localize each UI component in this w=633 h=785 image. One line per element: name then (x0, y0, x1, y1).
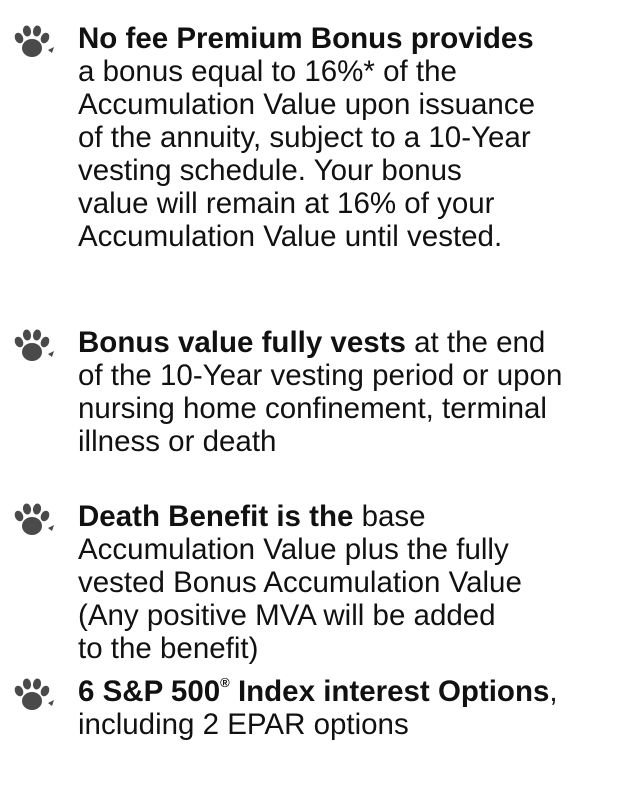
paw-icon (14, 329, 54, 361)
paw-icon (14, 503, 54, 535)
feature-text: Bonus value fully vests at the end of the… (78, 326, 562, 458)
text-line: illness or death (78, 425, 277, 458)
bold-text: Bonus value fully vests (78, 326, 406, 359)
paw-icon (14, 25, 54, 57)
text-line: to the benefit) (78, 632, 259, 665)
text-line: Accumulation Value until vested. (78, 220, 503, 253)
bold-text: Index interest Options (229, 675, 550, 708)
first-line: 6 S&P 500® Index interest Options, (78, 675, 558, 708)
text-line: Accumulation Value upon issuance (78, 88, 535, 121)
icon (12, 502, 56, 543)
text-line: value will remain at 16% of your (78, 187, 495, 220)
text: at the end (405, 326, 546, 359)
icon (12, 24, 56, 65)
feature-text: No fee Premium Bonus provides a bonus equ… (78, 22, 535, 253)
text-line: nursing home confinement, terminal (78, 392, 547, 425)
icon (12, 328, 56, 369)
paw-icon (14, 678, 54, 710)
first-line: Bonus value fully vests at the end (78, 326, 562, 359)
feature-text: Death Benefit is the base Accumulation Va… (78, 500, 522, 665)
text: , (549, 675, 558, 708)
text-line: (Any positive MVA will be added (78, 599, 496, 632)
text-line: Accumulation Value plus the fully (78, 533, 509, 566)
icon (12, 677, 56, 718)
text-line: of the 10-Year vesting period or upon (78, 359, 563, 392)
text-line: vesting schedule. Your bonus (78, 154, 462, 187)
first-line: No fee Premium Bonus provides (78, 22, 535, 55)
bold-text: 6 S&P 500 (78, 675, 221, 708)
text-line: of the annuity, subject to a 10-Year (78, 121, 531, 154)
first-line: Death Benefit is the base (78, 500, 522, 533)
bold-text: ® (220, 675, 230, 690)
text-line: a bonus equal to 16%* of the (78, 55, 457, 88)
text-line: vested Bonus Accumulation Value (78, 566, 522, 599)
text: base (353, 500, 426, 533)
bold-text: Death Benefit is the (78, 500, 354, 533)
feature-text: 6 S&P 500® Index interest Options, includ… (78, 675, 558, 741)
text-line: including 2 EPAR options (78, 708, 409, 741)
bold-text: No fee Premium Bonus provides (78, 22, 534, 55)
